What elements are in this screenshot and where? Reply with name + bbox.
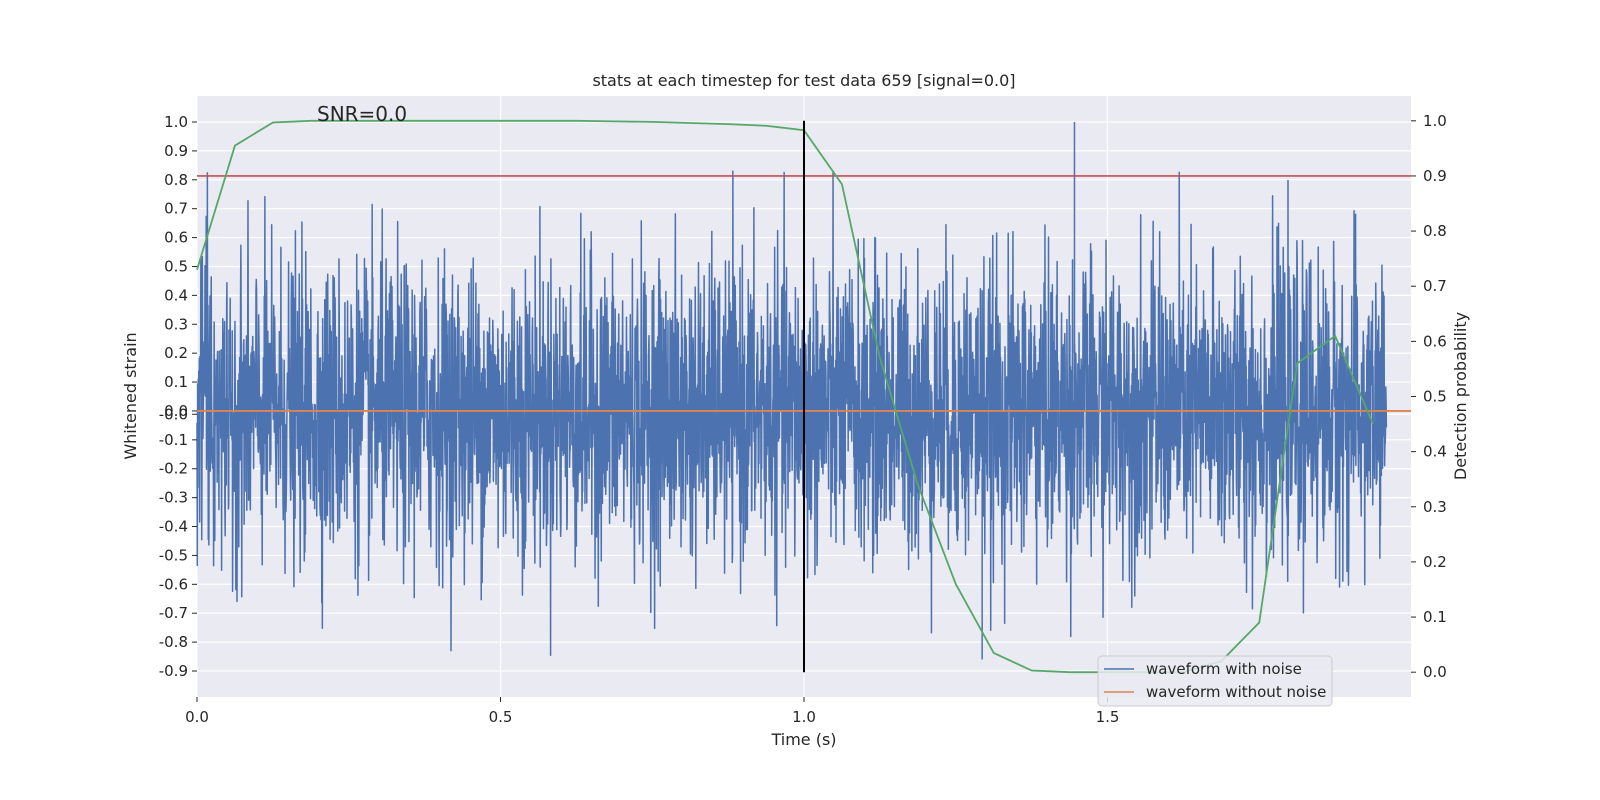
y2-tick-label: 1.0: [1423, 112, 1447, 130]
y-tick-label: -0.0: [159, 405, 188, 423]
y-tick-label: 0.2: [164, 344, 188, 362]
y-tick-label: 0.0: [164, 402, 188, 420]
y-tick-label: 0.9: [164, 142, 188, 160]
y-tick-labels: 1.0 0.9 0.8 0.7 0.6 0.5 0.4 0.3 0.2 0.1 0.0-0.0 -0.…: [159, 113, 197, 680]
legend-box: [1097, 655, 1333, 707]
legend-label-noisy: waveform with noise: [1146, 660, 1302, 678]
y-tick-label: 0.5: [164, 257, 188, 275]
y-tick-label: 1.0: [164, 113, 188, 131]
x-tick-label: 1.5: [1096, 708, 1120, 726]
y-tick-label: 0.6: [164, 229, 188, 247]
y-tick-label: 0.3: [164, 315, 188, 333]
x-axis-label: Time (s): [770, 730, 836, 749]
y-tick-label: -0.8: [159, 633, 188, 651]
y-tick-label: 0.1: [164, 373, 188, 391]
y-tick-label: 0.7: [164, 200, 188, 218]
y2-tick-labels: 1.0 0.9 0.8 0.7 0.6 0.5 0.4 0.3 0.2 0.1 0.0: [1411, 112, 1447, 681]
x-tick-labels: 0.0 0.5 1.0 1.5: [185, 697, 1119, 726]
y2-tick-label: 0.5: [1423, 388, 1447, 406]
legend: waveform with noise waveform without noi…: [1097, 655, 1333, 707]
y-tick-label: 0.4: [164, 286, 188, 304]
y-tick-label: -0.6: [159, 575, 188, 593]
snr-annotation: SNR=0.0: [317, 102, 407, 126]
chart-title: stats at each timestep for test data 659…: [592, 71, 1015, 90]
y-tick-label: -0.4: [159, 518, 188, 536]
y2-tick-label: 0.2: [1423, 553, 1447, 571]
y2-tick-label: 0.6: [1423, 332, 1447, 350]
x-tick-label: 0.0: [185, 708, 209, 726]
y2-tick-label: 0.1: [1423, 608, 1447, 626]
noisy-waveform: [196, 122, 1388, 660]
y2-tick-label: 0.0: [1423, 663, 1447, 681]
y-tick-label: -0.7: [159, 604, 188, 622]
y-tick-label: -0.9: [159, 662, 188, 680]
y-tick-label: -0.1: [159, 431, 188, 449]
series-waveform-with-noise: [196, 170, 1388, 657]
y-tick-label: -0.3: [159, 489, 188, 507]
legend-label-clean: waveform without noise: [1146, 683, 1326, 701]
y-axis-label: Whitened strain: [121, 332, 140, 459]
y-tick-label: -0.5: [159, 546, 188, 564]
y-tick-label: 0.8: [164, 171, 188, 189]
y2-tick-label: 0.4: [1423, 443, 1447, 461]
y2-tick-label: 0.9: [1423, 167, 1447, 185]
x-tick-label: 0.5: [489, 708, 513, 726]
y2-axis-label: Detection probability: [1451, 312, 1470, 480]
y-tick-label: -0.2: [159, 460, 188, 478]
x-tick-label: 1.0: [792, 708, 816, 726]
y2-tick-label: 0.7: [1423, 277, 1447, 295]
y2-tick-label: 0.8: [1423, 222, 1447, 240]
y2-tick-label: 0.3: [1423, 498, 1447, 516]
